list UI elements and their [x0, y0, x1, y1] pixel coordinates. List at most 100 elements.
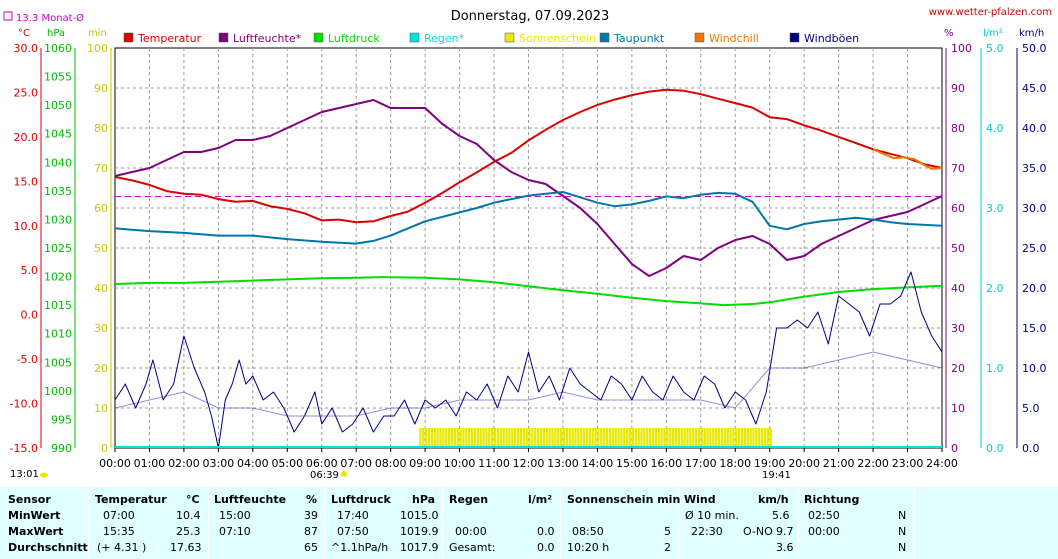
tick-sun_min: 100 — [87, 42, 108, 55]
sunshine-bar — [542, 428, 546, 448]
tick-wind_kmh: 50.0 — [1022, 42, 1047, 55]
sunshine-bar — [674, 428, 678, 448]
legend-label: Regen* — [424, 32, 465, 45]
max-wind-dir: O-NO — [743, 525, 773, 538]
legend-label: Temperatur — [137, 32, 202, 45]
x-tick-label: 23:00 — [892, 457, 924, 470]
sunshine-bar — [499, 428, 502, 448]
series-taupunkt — [114, 191, 943, 245]
min-pres-value: 1015.0 — [400, 509, 439, 522]
sunshine-bar — [439, 428, 442, 448]
sunshine-bar — [769, 428, 772, 448]
tick-pressure_hpa: 1035 — [44, 185, 72, 198]
sunshine-bar — [516, 428, 520, 448]
sunshine-bar — [600, 428, 603, 448]
source-link[interactable]: www.wetter-pfalzen.com — [929, 7, 1052, 18]
sunshine-bar — [634, 428, 637, 448]
unit-temp: °C — [18, 28, 30, 39]
x-tick-label: 21:00 — [823, 457, 855, 470]
header-luftfeuchte: Luftfeuchte — [214, 493, 287, 506]
sunshine-bar — [611, 428, 614, 448]
legend-swatch — [123, 32, 134, 43]
sunshine-bar — [694, 428, 698, 448]
tick-temp_c: 5.0 — [21, 264, 39, 277]
sunshine-bar — [525, 428, 528, 448]
max-wind-time: 22:30 — [691, 525, 723, 538]
sunshine-bar — [763, 428, 767, 448]
sunshine-bar — [574, 428, 577, 448]
sunshine-bar — [465, 428, 468, 448]
tick-pressure_hpa: 1030 — [44, 213, 72, 226]
sunshine-bar — [548, 428, 551, 448]
sunshine-bar — [482, 428, 485, 448]
sunshine-bar — [551, 428, 554, 448]
sunshine-bar — [433, 428, 436, 448]
tick-wind_kmh: 25.0 — [1022, 242, 1047, 255]
tick-humidity_pct: 30 — [951, 322, 965, 335]
weather-chart: Donnerstag, 07.09.2023 www.wetter-pfalze… — [3, 7, 1052, 481]
sunshine-bar — [740, 428, 744, 448]
sunshine-bar — [706, 428, 709, 448]
sunshine-bar — [603, 428, 606, 448]
sunshine-bar — [643, 428, 646, 448]
sunshine-bar — [470, 428, 474, 448]
header-temperatur: Temperatur — [95, 493, 167, 506]
sunshine-bar — [536, 428, 540, 448]
tick-pressure_hpa: 1040 — [44, 156, 72, 169]
x-tick-label: 24:00 — [926, 457, 958, 470]
max-dir-value: N — [898, 525, 907, 538]
avg-rain-value: 0.0 — [537, 541, 555, 554]
sunshine-bar — [723, 428, 726, 448]
sunshine-bar — [617, 428, 620, 448]
x-tick-label: 16:00 — [650, 457, 682, 470]
tick-wind_kmh: 45.0 — [1022, 82, 1047, 95]
min-pres-time: 17:40 — [337, 509, 369, 522]
tick-humidity_pct: 60 — [951, 202, 965, 215]
tick-sun_min: 10 — [94, 402, 108, 415]
sunshine-bar — [508, 428, 511, 448]
sunshine-bar — [514, 428, 517, 448]
sunshine-bar — [660, 428, 663, 448]
x-tick-label: 17:00 — [685, 457, 717, 470]
tick-temp_c: 0.0 — [21, 309, 39, 322]
sunshine-bar — [631, 428, 635, 448]
sunshine-bar — [534, 428, 537, 448]
avg-temp-diff: (+ 4.31 ) — [97, 541, 147, 554]
sunshine-bar — [580, 428, 583, 448]
sunshine-bar — [453, 428, 456, 448]
tick-sun_min: 20 — [94, 362, 108, 375]
sunrise-label: 06:39 — [310, 470, 339, 481]
tick-humidity_pct: 70 — [951, 162, 965, 175]
min-hum-time: 15:00 — [219, 509, 251, 522]
tick-rain_lm2: 0.0 — [986, 442, 1004, 455]
sunshine-bar — [686, 428, 689, 448]
tick-temp_c: -10.0 — [10, 398, 38, 411]
series-group — [114, 88, 943, 449]
avg-sun-value: 2 — [664, 541, 671, 554]
legend-swatch — [313, 32, 324, 43]
sunshine-bar — [559, 428, 563, 448]
tick-temp_c: 25.0 — [14, 86, 39, 99]
tick-humidity_pct: 80 — [951, 122, 965, 135]
min-dir-time: 02:50 — [808, 509, 840, 522]
tick-sun_min: 0 — [101, 442, 108, 455]
tick-pressure_hpa: 1045 — [44, 128, 72, 141]
tick-temp_c: -5.0 — [17, 353, 38, 366]
month-avg-label: 13.3 Monat-Ø — [16, 12, 84, 24]
header-wind: Wind — [684, 493, 716, 506]
x-tick-label: 12:00 — [513, 457, 545, 470]
sunshine-bar — [594, 428, 597, 448]
sunshine-bar — [511, 428, 514, 448]
tick-rain_lm2: 4.0 — [986, 122, 1004, 135]
sunshine-bar — [442, 428, 445, 448]
tick-sun_min: 60 — [94, 202, 108, 215]
series-luftdruck — [114, 276, 943, 307]
header-regen-unit: l/m² — [528, 493, 553, 506]
tick-wind_kmh: 0.0 — [1022, 442, 1040, 455]
sunset-label: 19:41 — [762, 470, 791, 481]
max-pres-time: 07:50 — [337, 525, 369, 538]
sunshine-bar — [539, 428, 543, 448]
max-pres-value: 1019.9 — [400, 525, 439, 538]
header-sensor: Sensor — [8, 493, 51, 506]
legend-swatch — [409, 32, 420, 43]
